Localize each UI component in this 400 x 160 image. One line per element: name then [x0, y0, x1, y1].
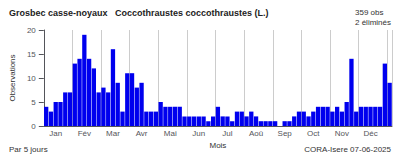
- svg-text:Observations: Observations: [8, 54, 17, 101]
- svg-text:Par 5 jours: Par 5 jours: [9, 145, 48, 154]
- svg-text:Avr: Avr: [136, 129, 148, 138]
- svg-text:2 éliminés: 2 éliminés: [355, 18, 391, 27]
- svg-text:20: 20: [27, 26, 36, 35]
- svg-text:Nov: Nov: [335, 129, 349, 138]
- svg-text:Aoû: Aoû: [249, 129, 263, 138]
- svg-text:Grosbec casse-noyaux Coccoth: Grosbec casse-noyaux Coccothraustes cocc…: [9, 8, 269, 18]
- svg-text:10: 10: [27, 74, 36, 83]
- svg-text:359 obs: 359 obs: [355, 8, 383, 17]
- svg-text:5: 5: [31, 98, 36, 107]
- svg-text:Jan: Jan: [49, 129, 62, 138]
- svg-text:Mai: Mai: [164, 129, 177, 138]
- svg-text:Sep: Sep: [278, 129, 293, 138]
- svg-text:CORA-Isere 07-06-2025: CORA-Isere 07-06-2025: [304, 145, 391, 154]
- svg-text:0: 0: [31, 122, 36, 131]
- svg-text:15: 15: [27, 50, 36, 59]
- svg-text:Déc: Déc: [363, 129, 377, 138]
- svg-text:Fév: Fév: [78, 129, 91, 138]
- svg-text:Oct: Oct: [307, 129, 320, 138]
- svg-text:Jun: Jun: [192, 129, 205, 138]
- svg-text:Mar: Mar: [106, 129, 120, 138]
- svg-text:Jul: Jul: [222, 129, 232, 138]
- svg-text:Mois: Mois: [209, 141, 226, 150]
